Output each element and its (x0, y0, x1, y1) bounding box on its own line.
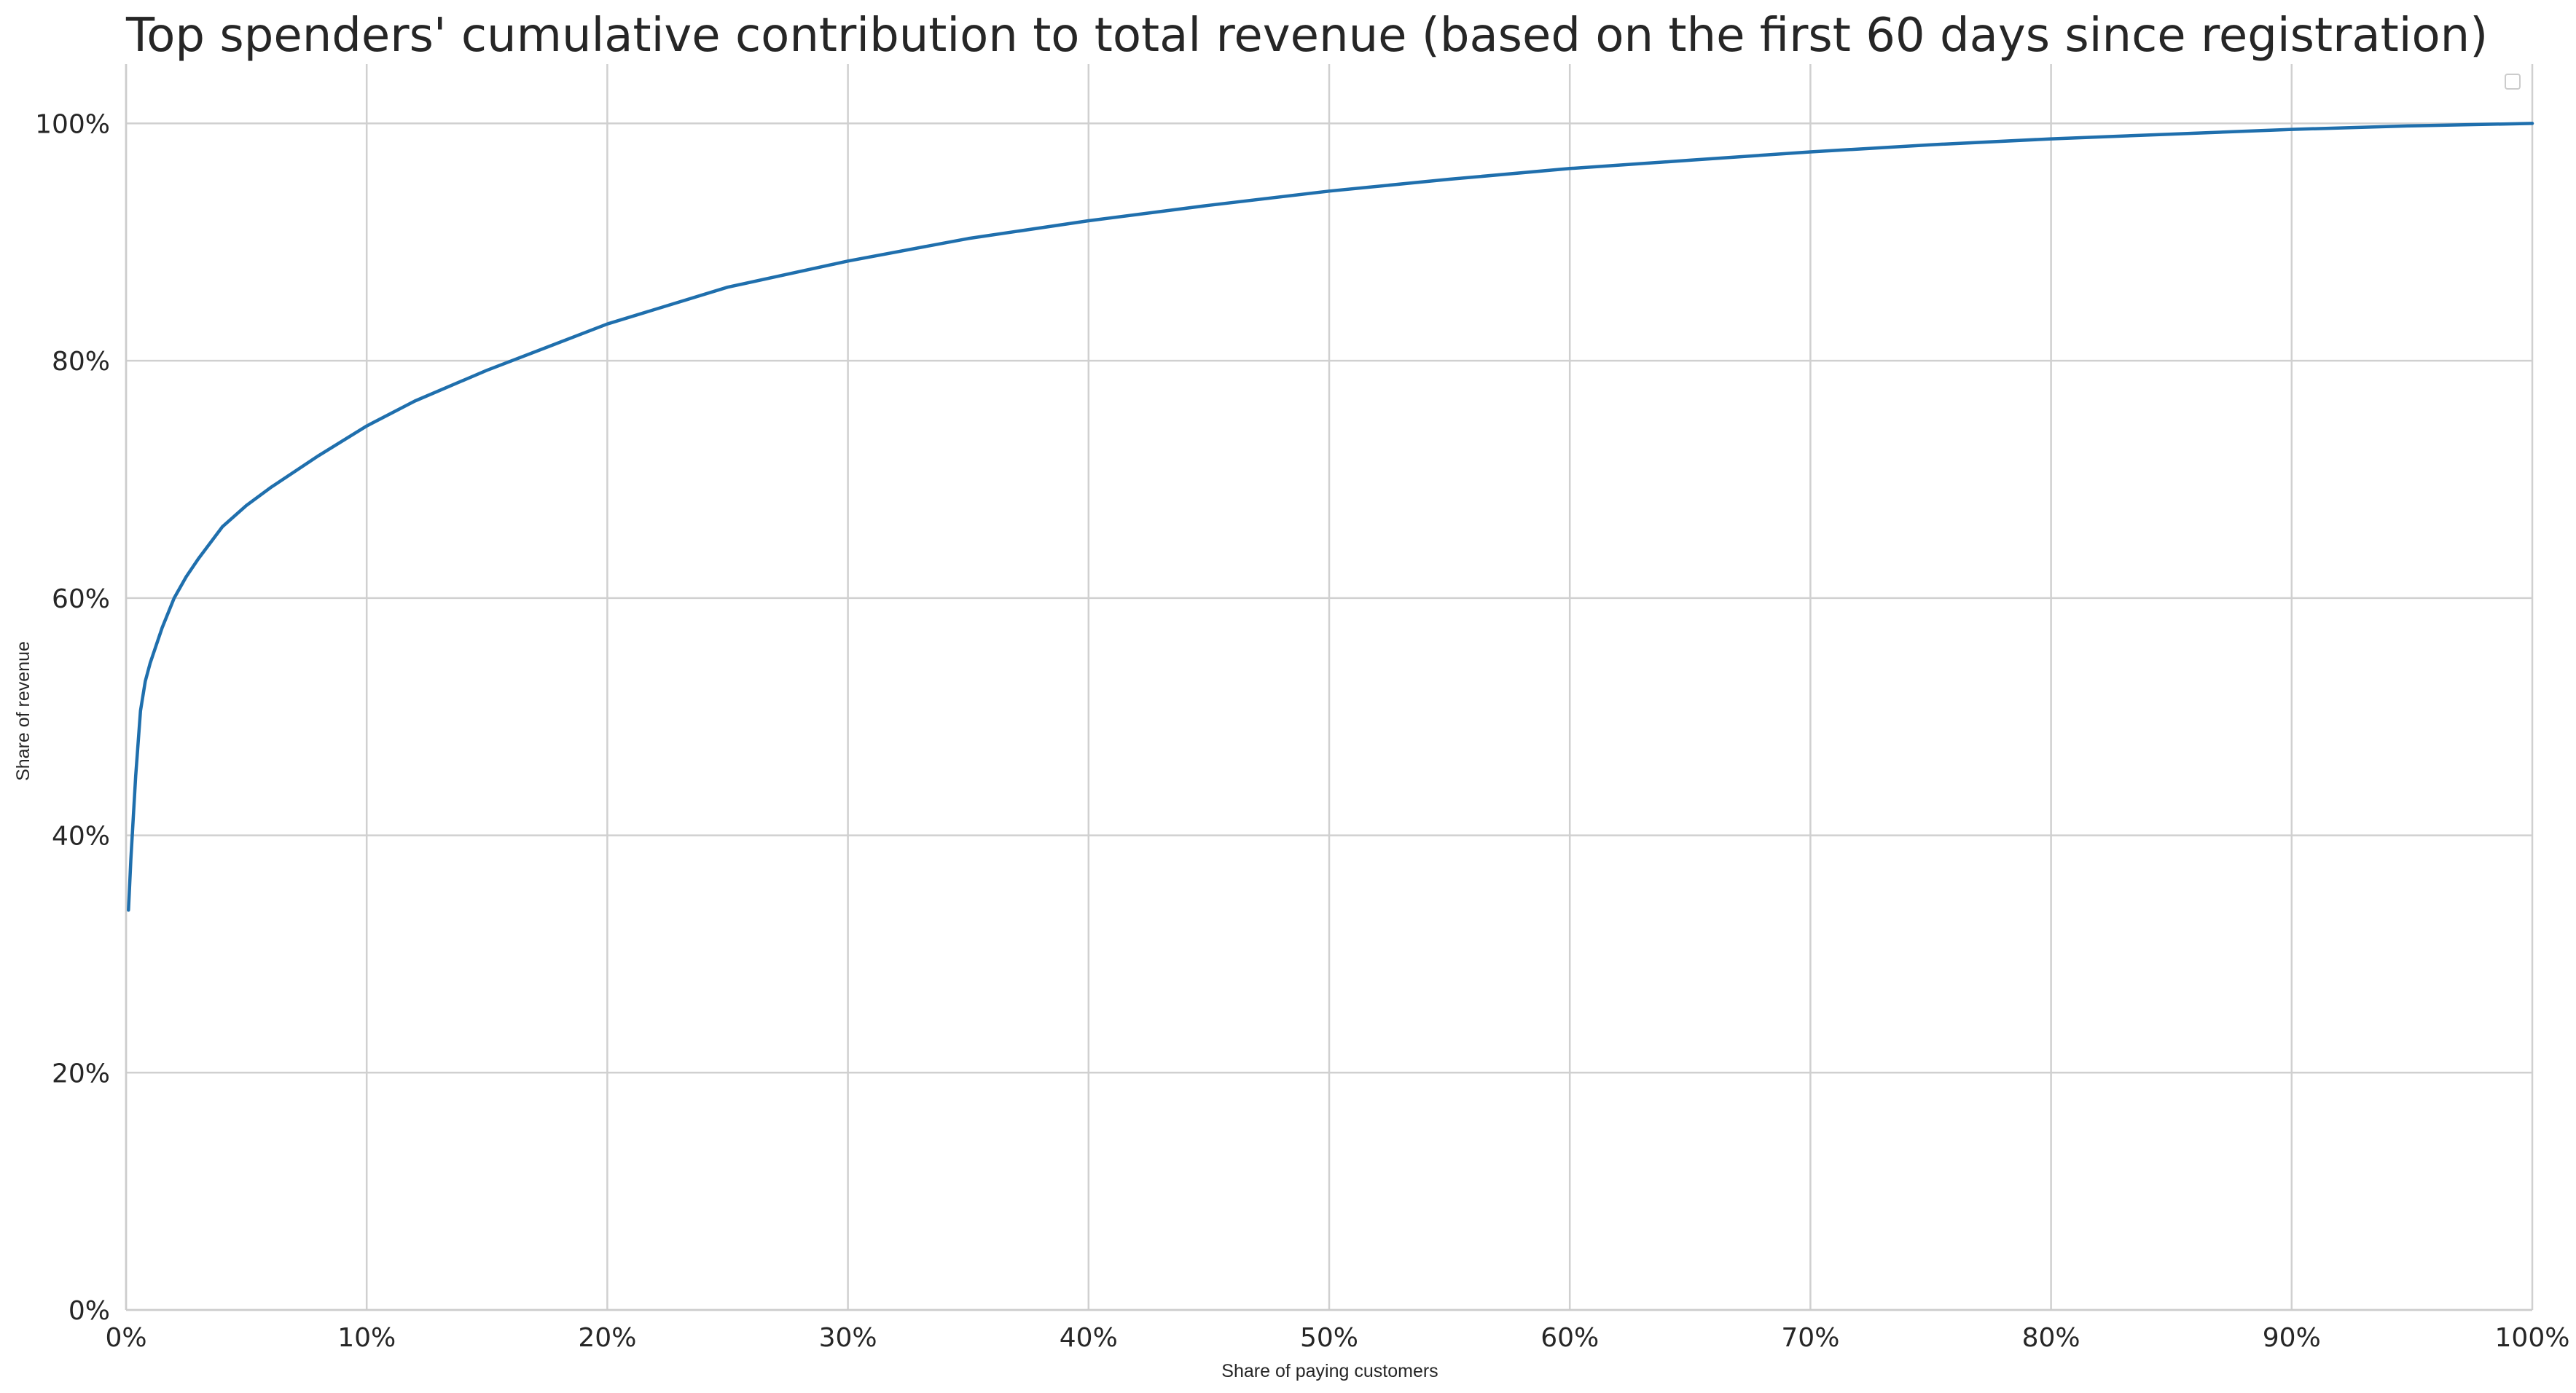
series-line (127, 122, 2534, 912)
y-tick-label: 40% (52, 822, 110, 852)
chart-title: Top spenders' cumulative contribution to… (125, 9, 2488, 63)
y-tick-label: 60% (52, 584, 110, 614)
y-axis-label: Share of revenue (13, 641, 34, 781)
x-tick-label: 20% (578, 1323, 636, 1353)
x-tick-label: 90% (2263, 1323, 2321, 1353)
x-tick-label: 0% (105, 1323, 146, 1353)
axes (125, 64, 2532, 1311)
y-tick-label: 20% (52, 1059, 110, 1088)
series-layer (127, 122, 2534, 912)
y-tick-label: 0% (68, 1296, 110, 1326)
x-tick-label: 70% (1781, 1323, 1839, 1353)
x-tick-label: 40% (1060, 1323, 1118, 1353)
x-tick-labels: 0% 10% 20% 30% 40% 50% 60% 70% 80% 90% 100% (105, 1323, 2569, 1353)
x-tick-label: 60% (1540, 1323, 1599, 1353)
x-tick-label: 100% (2495, 1323, 2570, 1353)
y-tick-label: 100% (35, 109, 110, 139)
x-tick-label: 80% (2022, 1323, 2080, 1353)
x-axis-label: Share of paying customers (1221, 1361, 1438, 1381)
x-tick-label: 50% (1300, 1323, 1358, 1353)
grid (125, 64, 2534, 1311)
y-tick-labels: 0% 20% 40% 60% 80% 100% (35, 109, 110, 1326)
y-tick-label: 80% (52, 347, 110, 377)
legend-box (2505, 74, 2521, 90)
x-tick-label: 30% (819, 1323, 877, 1353)
x-tick-label: 10% (337, 1323, 396, 1353)
